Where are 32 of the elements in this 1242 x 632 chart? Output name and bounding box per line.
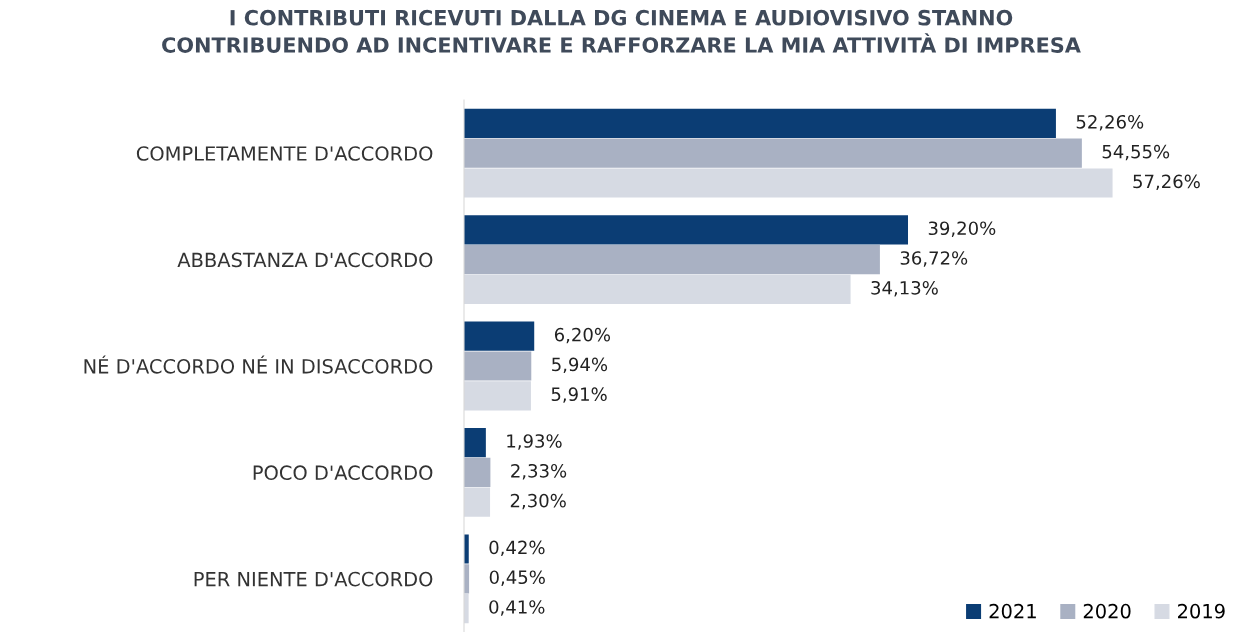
y-tick-label: ABBASTANZA D'ACCORDO [177, 252, 433, 268]
bar [464, 108, 1056, 139]
bar [464, 215, 908, 245]
y-tick-label: NÉ D'ACCORDO NÉ IN DISACCORDO [84, 355, 433, 374]
data-label: 5,94% [552, 357, 608, 374]
legend-label: 2019 [1178, 603, 1225, 619]
data-label: 34,13% [871, 280, 938, 297]
bar [464, 351, 532, 381]
data-label: 0,41% [489, 600, 545, 616]
legend-label: 2021 [989, 603, 1036, 619]
data-label: 2,30% [510, 493, 566, 510]
data-label: 36,72% [900, 251, 968, 267]
data-label: 1,93% [507, 434, 562, 450]
data-label: 57,26% [1133, 174, 1200, 191]
chart-title: I CONTRIBUTI RICEVUTI DALLA DG CINEMA E AUDIOVISIVO STANNO CONTRIBUENDO AD INCENTIVARE E RAFFORZARE LA MIA ATTIVITÀ DI IMPRESA [162, 9, 1081, 53]
bar [464, 457, 491, 487]
data-label: 52,26% [1076, 114, 1144, 131]
bar [464, 138, 1082, 168]
bar [464, 428, 486, 458]
data-label: 54,55% [1102, 144, 1170, 161]
data-label: 2,33% [511, 463, 567, 480]
data-label: 6,20% [554, 327, 611, 344]
bar [464, 321, 535, 351]
bar [464, 245, 880, 275]
y-tick-label: POCO D'ACCORDO [253, 465, 433, 481]
data-label: 0,42% [489, 540, 545, 557]
data-label: 39,20% [928, 221, 996, 237]
y-tick-label: PER NIENTE D'ACCORDO [194, 571, 433, 587]
y-tick-label: COMPLETAMENTE D'ACCORDO [136, 146, 433, 161]
data-label: 5,91% [551, 387, 607, 403]
legend-label: 2020 [1083, 603, 1131, 619]
data-label: 0,45% [489, 570, 545, 586]
